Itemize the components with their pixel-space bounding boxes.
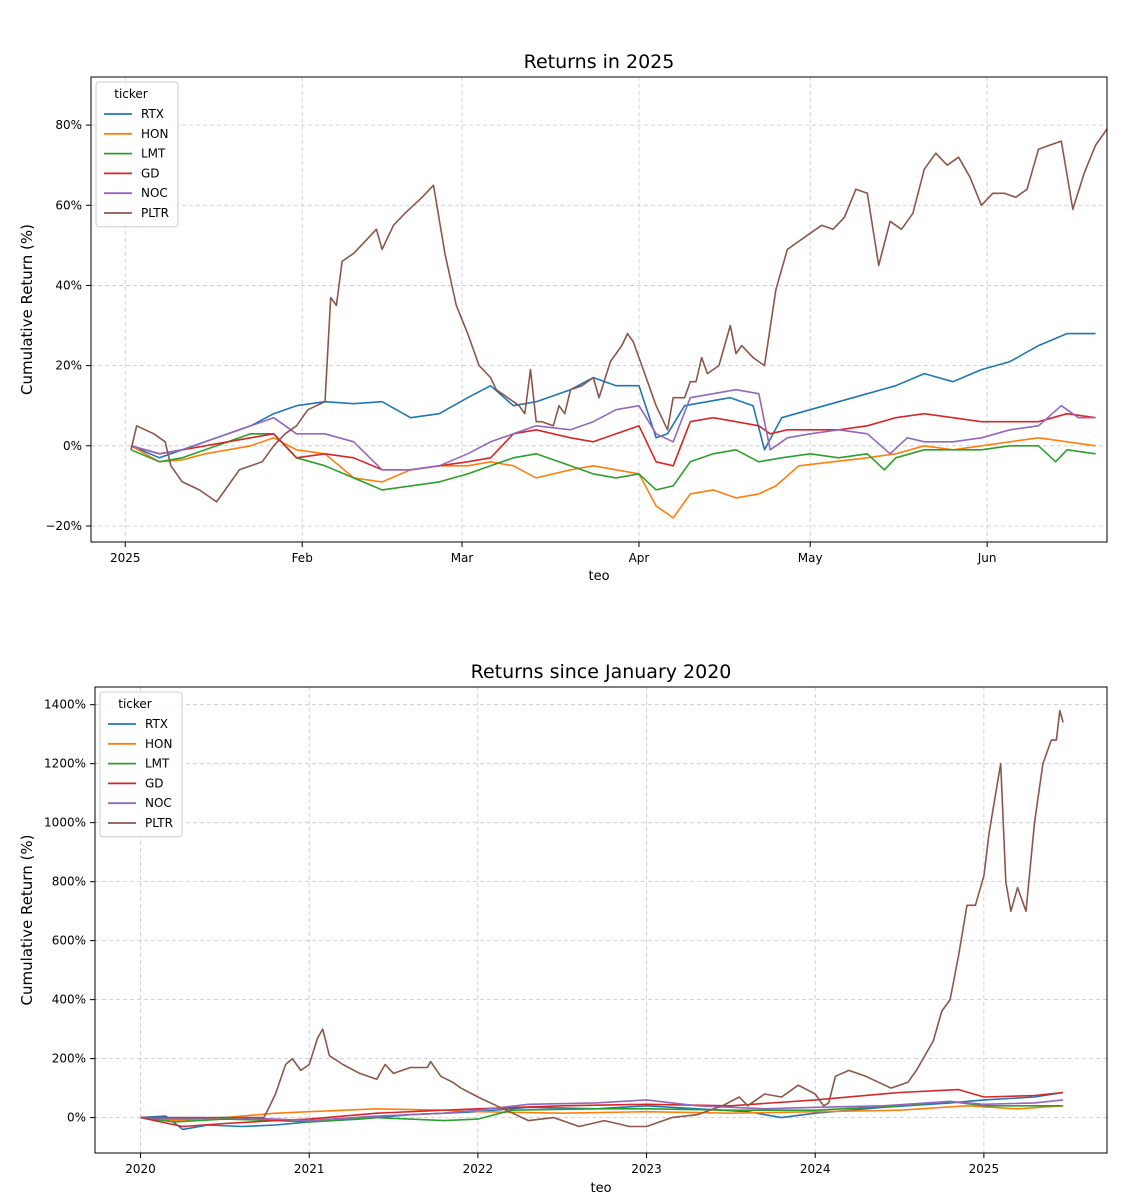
- grid: [91, 77, 1107, 542]
- y-tick-label: 40%: [55, 278, 82, 292]
- x-tick-label: 2024: [800, 1162, 831, 1176]
- legend-label-hon: HON: [145, 737, 172, 751]
- legend-label-lmt: LMT: [145, 757, 170, 771]
- x-tick-label: Apr: [629, 551, 650, 565]
- x-tick-label: Jun: [977, 551, 997, 565]
- x-tick-label: Mar: [451, 551, 474, 565]
- y-tick-label: 80%: [55, 118, 82, 132]
- series-line-rtx: [130, 332, 1096, 459]
- series-line-rtx: [140, 1091, 1064, 1131]
- legend-box: [95, 81, 179, 228]
- legend-label-rtx: RTX: [145, 717, 168, 731]
- legend: ticker RTX HON LMT GD NOC PLTR: [95, 81, 179, 228]
- y-tick-label: 0%: [63, 439, 82, 453]
- legend-title: ticker: [114, 87, 148, 101]
- y-tick-label: 20%: [55, 359, 82, 373]
- x-tick-label: 2020: [125, 1162, 156, 1176]
- chart-title: Returns since January 2020: [471, 661, 732, 683]
- y-tick-label: −20%: [45, 519, 82, 533]
- legend-label-noc: NOC: [145, 796, 172, 810]
- chart-returns-2025: 2025 Feb Mar Apr May Jun −20% 0% 20% 40% 60% 80% Ret…: [18, 51, 1108, 584]
- series-line-pltr: [130, 127, 1107, 503]
- y-tick-label: 0%: [67, 1111, 86, 1125]
- legend-label-pltr: PLTR: [145, 816, 173, 830]
- x-tick-label: May: [798, 551, 823, 565]
- series-line-hon: [140, 1105, 1064, 1122]
- series-line-pltr: [140, 709, 1064, 1128]
- legend-box: [99, 691, 183, 838]
- y-tick-label: 1000%: [44, 816, 86, 830]
- y-axis-title: Cumulative Return (%): [18, 835, 36, 1006]
- x-tick-label: 2022: [463, 1162, 494, 1176]
- series-group: [130, 127, 1107, 519]
- x-tick-label: 2023: [631, 1162, 662, 1176]
- legend-label-pltr: PLTR: [141, 206, 169, 220]
- chart-title: Returns in 2025: [524, 51, 675, 73]
- y-tick-label: 400%: [52, 993, 86, 1007]
- x-tick-label: Feb: [292, 551, 313, 565]
- y-tick-label: 600%: [52, 934, 86, 948]
- series-line-noc: [140, 1099, 1064, 1122]
- plot-frame: [94, 686, 1108, 1154]
- legend-label-gd: GD: [145, 776, 164, 790]
- y-tick-label: 1200%: [44, 757, 86, 771]
- plot-frame: [90, 76, 1108, 543]
- y-tick-label: 800%: [52, 875, 86, 889]
- legend-label-noc: NOC: [141, 186, 168, 200]
- legend-label-rtx: RTX: [141, 107, 164, 121]
- chart-returns-since-2020: 2020 2021 2022 2023 2024 2025 0% 200% 400% 600% 80…: [18, 661, 1108, 1196]
- grid: [95, 687, 1107, 1153]
- x-axis-title: teo: [590, 1181, 611, 1196]
- x-tick-label: 2021: [294, 1162, 325, 1176]
- y-tick-label: 60%: [55, 198, 82, 212]
- legend: ticker RTX HON LMT GD NOC PLTR: [99, 691, 183, 838]
- legend-label-gd: GD: [141, 166, 160, 180]
- legend-label-hon: HON: [141, 127, 168, 141]
- y-axis-title: Cumulative Return (%): [18, 224, 36, 395]
- series-line-gd: [130, 412, 1096, 471]
- series-group: [140, 709, 1064, 1131]
- series-line-noc: [130, 388, 1096, 471]
- x-axis-title: teo: [588, 569, 609, 584]
- y-tick-label: 200%: [52, 1052, 86, 1066]
- x-tick-label: 2025: [969, 1162, 1000, 1176]
- legend-title: ticker: [118, 697, 152, 711]
- legend-label-lmt: LMT: [141, 147, 166, 161]
- y-tick-label: 1400%: [44, 698, 86, 712]
- x-tick-label: 2025: [110, 551, 141, 565]
- series-line-gd: [140, 1088, 1064, 1128]
